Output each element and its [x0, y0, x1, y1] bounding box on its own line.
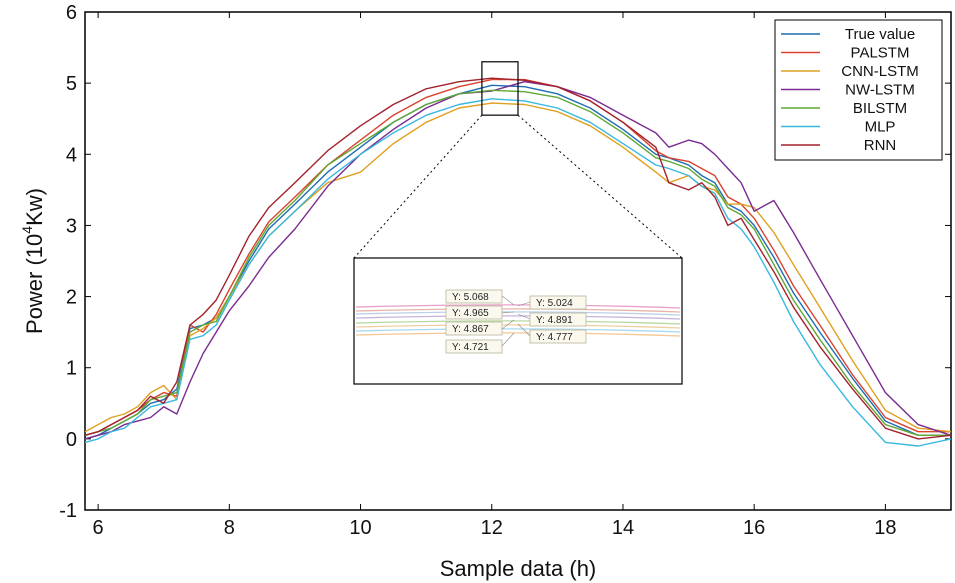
y-axis-title-exponent: 4	[19, 226, 35, 234]
series-line-bilstm	[84, 89, 951, 436]
series-lines	[84, 77, 952, 447]
y-tick-label: 2	[66, 287, 77, 309]
zoom-box	[481, 61, 519, 116]
x-tick-label: 14	[612, 517, 634, 539]
y-axis-title-suffix: Kw)	[22, 188, 47, 226]
legend-label: PALSTM	[851, 45, 910, 62]
y-tick-label: 0	[66, 429, 77, 451]
x-tick-label: 8	[224, 517, 235, 539]
inset-line	[355, 332, 681, 337]
inset-datatip-box	[529, 329, 587, 344]
y-tick-label: 3	[66, 215, 77, 237]
inset-line	[355, 304, 681, 309]
inset-datatip-label: Y: 4.891	[536, 315, 573, 326]
inset-datatip-pointer	[517, 323, 531, 337]
inset-datatip-box	[445, 339, 503, 354]
x-tick-label: 18	[874, 517, 896, 539]
inset-line	[355, 308, 681, 313]
inset-datatip-pointer	[501, 311, 515, 314]
series-line-rnn	[84, 77, 952, 440]
y-tick-label: -1	[59, 500, 77, 522]
inset-line	[355, 328, 681, 333]
x-tick-label: 16	[743, 517, 765, 539]
zoom-connector-right	[517, 114, 683, 259]
zoom-connector-left	[353, 114, 483, 259]
inset-datatip-box	[529, 312, 587, 327]
inset-datatip-box	[529, 295, 587, 310]
legend-label: MLP	[865, 119, 896, 136]
inset-datatip-pointer	[501, 332, 515, 347]
inset-datatip-label: Y: 4.965	[452, 308, 489, 319]
legend-label: True value	[845, 26, 915, 43]
y-tick-label: 1	[66, 358, 77, 380]
x-tick-label: 10	[349, 517, 371, 539]
y-tick-label: 5	[66, 73, 77, 95]
x-axis-title: Sample data (h)	[440, 556, 597, 581]
inset-datatip-label: Y: 5.024	[536, 298, 573, 309]
inset-line	[355, 320, 681, 325]
inset-datatip-box	[445, 305, 503, 320]
inset-datatip-box	[445, 289, 503, 304]
legend-label: RNN	[864, 137, 897, 154]
y-axis-title: Power (104Kw)	[19, 188, 47, 334]
y-axis-title-prefix: Power (10	[22, 234, 47, 334]
y-tick-label: 6	[66, 2, 77, 24]
zoom-inset: Y: 5.068 Y: 4.965 Y: 4.867 Y: 4.721 Y: 5.024…	[353, 257, 683, 385]
inset-datatip-label: Y: 4.777	[536, 332, 573, 343]
inset-datatip-label: Y: 4.721	[452, 342, 489, 353]
inset-datatip-box	[445, 321, 503, 336]
x-tick-label: 6	[93, 517, 104, 539]
legend-label: CNN-LSTM	[841, 63, 919, 80]
inset-datatip-pointer	[517, 313, 531, 320]
series-line-mlp	[84, 98, 952, 447]
inset-datatip-label: Y: 5.068	[452, 292, 489, 303]
inset-datatip-pointer	[501, 295, 515, 306]
legend-label: BILSTM	[853, 100, 907, 117]
inset-line	[355, 311, 681, 316]
inset-datatip-pointer	[501, 319, 515, 330]
y-tick-label: 4	[66, 144, 77, 166]
inset-line	[355, 315, 681, 320]
inset-datatip-pointer	[517, 301, 531, 307]
inset-datatip-label: Y: 4.867	[452, 324, 489, 335]
zoom-indicator	[353, 61, 683, 259]
x-tick-label: 12	[481, 517, 503, 539]
legend-label: NW-LSTM	[845, 82, 915, 99]
